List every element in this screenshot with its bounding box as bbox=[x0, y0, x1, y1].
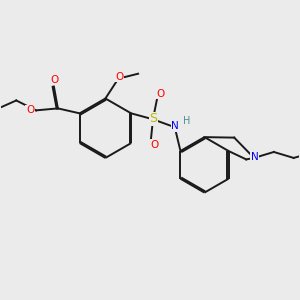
Text: H: H bbox=[183, 116, 190, 126]
Text: N: N bbox=[171, 121, 179, 131]
Text: N: N bbox=[251, 152, 259, 162]
Text: O: O bbox=[51, 75, 59, 85]
Text: O: O bbox=[115, 72, 123, 82]
Text: O: O bbox=[157, 88, 165, 98]
Text: O: O bbox=[26, 105, 34, 116]
Text: S: S bbox=[149, 112, 158, 125]
Text: O: O bbox=[151, 140, 159, 150]
